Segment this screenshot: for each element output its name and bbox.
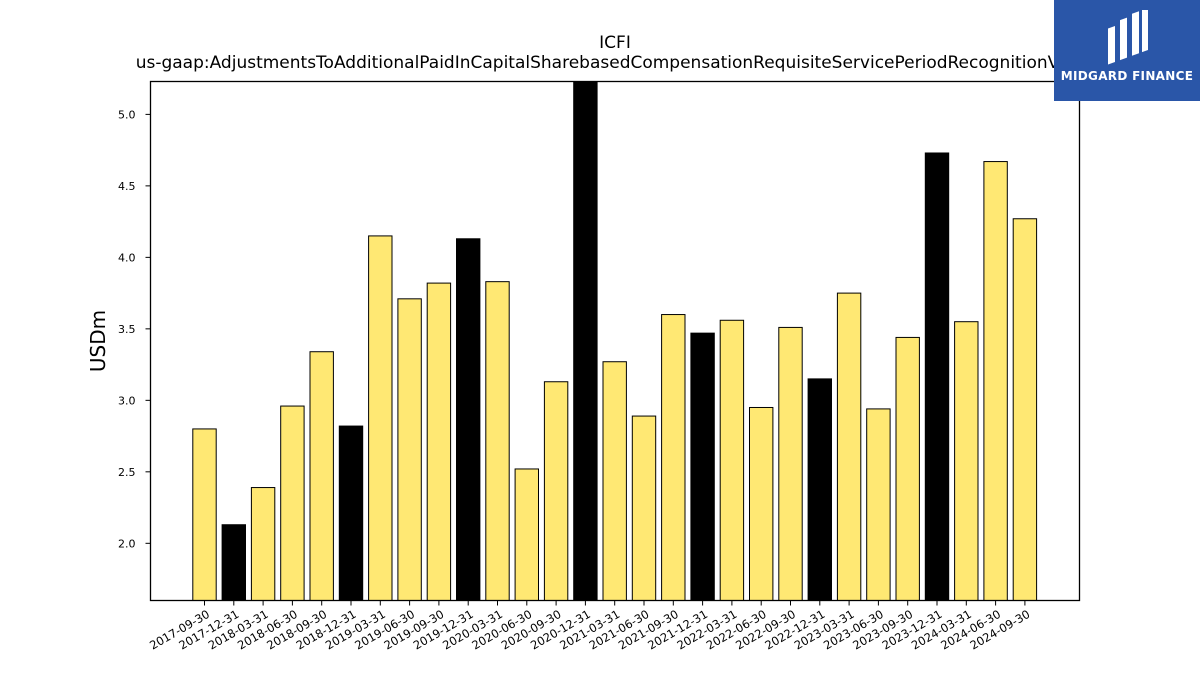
bar-2018-03-31 xyxy=(250,487,276,602)
bar-2020-06-30 xyxy=(514,468,539,601)
bar-2022-03-31 xyxy=(719,319,745,601)
bar-2018-09-30 xyxy=(309,351,334,601)
bar-2021-06-30 xyxy=(631,415,657,601)
x-axis-ticks: 2017-09-302017-12-312018-03-312018-06-30… xyxy=(147,600,1032,653)
y-axis-ticks: 2.0 2.5 3.0 3.5 4.0 4.5 5.0 xyxy=(118,108,151,550)
y-tick-label: 4.5 xyxy=(118,180,136,193)
bar-2023-12-31 xyxy=(924,152,950,601)
y-axis-label: USDm xyxy=(86,310,110,372)
bar-2019-09-30 xyxy=(426,282,452,601)
chart-subtitle: us-gaap:AdjustmentsToAdditionalPaidInCap… xyxy=(136,53,1095,73)
bar-2022-06-30 xyxy=(749,406,774,601)
bar-2020-03-31 xyxy=(485,281,510,601)
y-tick-label: 2.0 xyxy=(118,537,136,550)
logo-text: MIDGARD FINANCE xyxy=(1060,69,1194,83)
y-tick-label: 2.5 xyxy=(118,466,136,479)
bar-2020-09-30 xyxy=(543,381,569,601)
bar-2021-03-31 xyxy=(602,361,627,602)
bar-2022-09-30 xyxy=(778,326,803,601)
y-tick-label: 3.5 xyxy=(118,323,136,336)
bar-2020-12-31 xyxy=(573,81,598,601)
y-tick-label: 4.0 xyxy=(118,251,136,264)
bar-2019-03-31 xyxy=(368,235,393,602)
midgard-finance-logo: MIDGARD FINANCE xyxy=(1054,0,1200,101)
y-tick-label: 5.0 xyxy=(118,108,136,121)
bar-2024-09-30 xyxy=(1012,218,1038,601)
bar-2021-12-31 xyxy=(690,332,715,601)
midgard-logo-icon xyxy=(1108,10,1148,65)
bar-2024-06-30 xyxy=(983,161,1008,602)
bars-layer xyxy=(192,81,1038,602)
bar-2023-09-30 xyxy=(895,336,920,601)
y-tick-label: 3.0 xyxy=(118,394,136,407)
bar-2023-06-30 xyxy=(866,408,891,601)
bar-2023-03-31 xyxy=(836,292,862,601)
plot-frame xyxy=(149,80,1081,602)
bar-2024-03-31 xyxy=(954,321,979,601)
bar-2022-12-31 xyxy=(807,378,832,601)
bar-2017-12-31 xyxy=(221,524,247,602)
bar-2019-06-30 xyxy=(397,298,422,601)
chart-title: ICFI xyxy=(599,33,631,53)
bar-2021-09-30 xyxy=(661,314,686,601)
bar-2018-12-31 xyxy=(338,425,364,601)
bar-2017-09-30 xyxy=(192,428,217,601)
bar-2018-06-30 xyxy=(280,405,305,601)
bar-2019-12-31 xyxy=(456,238,481,601)
